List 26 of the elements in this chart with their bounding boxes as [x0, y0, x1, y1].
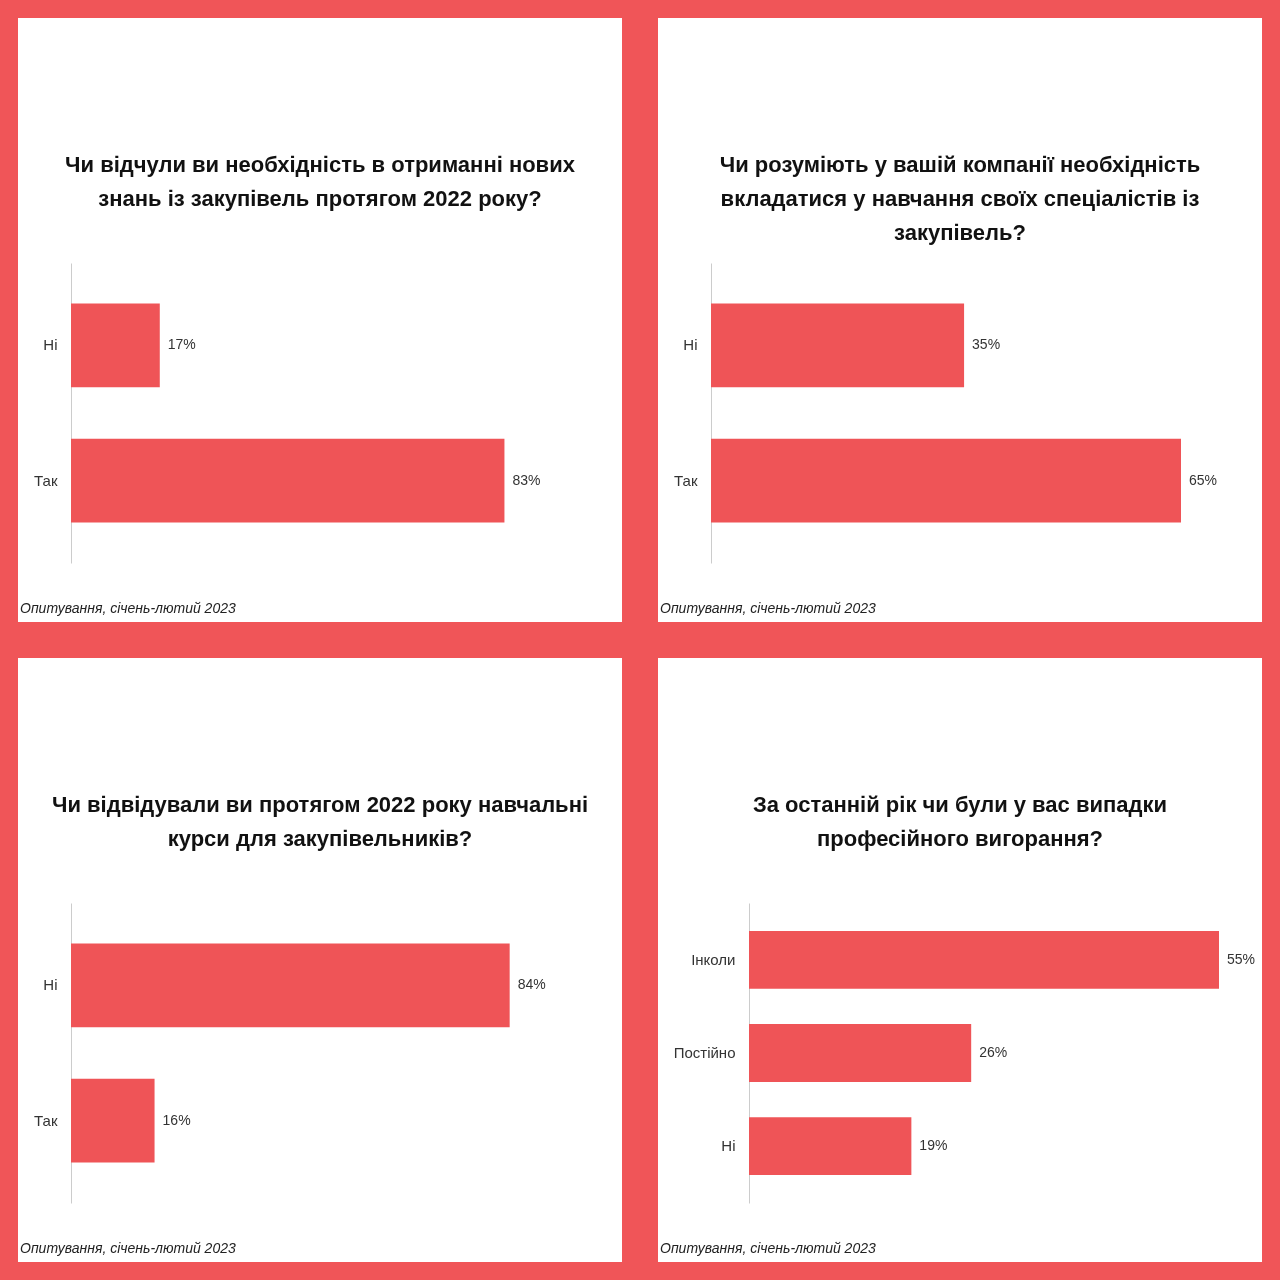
chart-title: Чи розуміють у вашій компанії необхідність вкладатися у навчання своїх спеціалістів із закупівель? [718, 151, 1202, 247]
text: Опитування, січень-лютий 2023 [660, 1240, 876, 1256]
text: Опитування, січень-лютий 2023 [20, 1240, 236, 1256]
text: Опитування, січень-лютий 2023 [660, 600, 876, 616]
data-label: 65% [1189, 471, 1218, 488]
y-tick-label: Ні [683, 336, 698, 354]
y-tick-label: Інколи [691, 950, 736, 968]
chart-title: Чи відчули ви необхідність в отриманні нових знань із закупівель протягом 2022 року? [64, 151, 576, 213]
chart-title: За останній рік чи були у вас випадки професійного вигорання? [752, 791, 1168, 853]
data-label: 16% [162, 1111, 191, 1128]
y-tick-label: Постійно [673, 1044, 736, 1061]
data-label: 84% [517, 976, 546, 993]
data-label: 35% [972, 336, 1001, 353]
y-tick-label: Ні [721, 1137, 736, 1155]
y-tick-label: Так [34, 471, 58, 489]
data-label: 19% [919, 1137, 948, 1154]
text: Опитування, січень-лютий 2023 [20, 600, 236, 616]
chart-title: Чи відвідували ви протягом 2022 року навчальні курси для закупівельників? [50, 791, 590, 853]
y-tick-label: Ні [43, 976, 58, 994]
data-label: 55% [1227, 950, 1256, 967]
y-tick-label: Ні [43, 336, 58, 354]
y-tick-label: Так [674, 471, 698, 489]
data-label: 26% [979, 1044, 1008, 1060]
y-tick-label: Так [34, 1111, 58, 1129]
data-label: 17% [167, 336, 196, 353]
data-label: 83% [512, 471, 541, 488]
